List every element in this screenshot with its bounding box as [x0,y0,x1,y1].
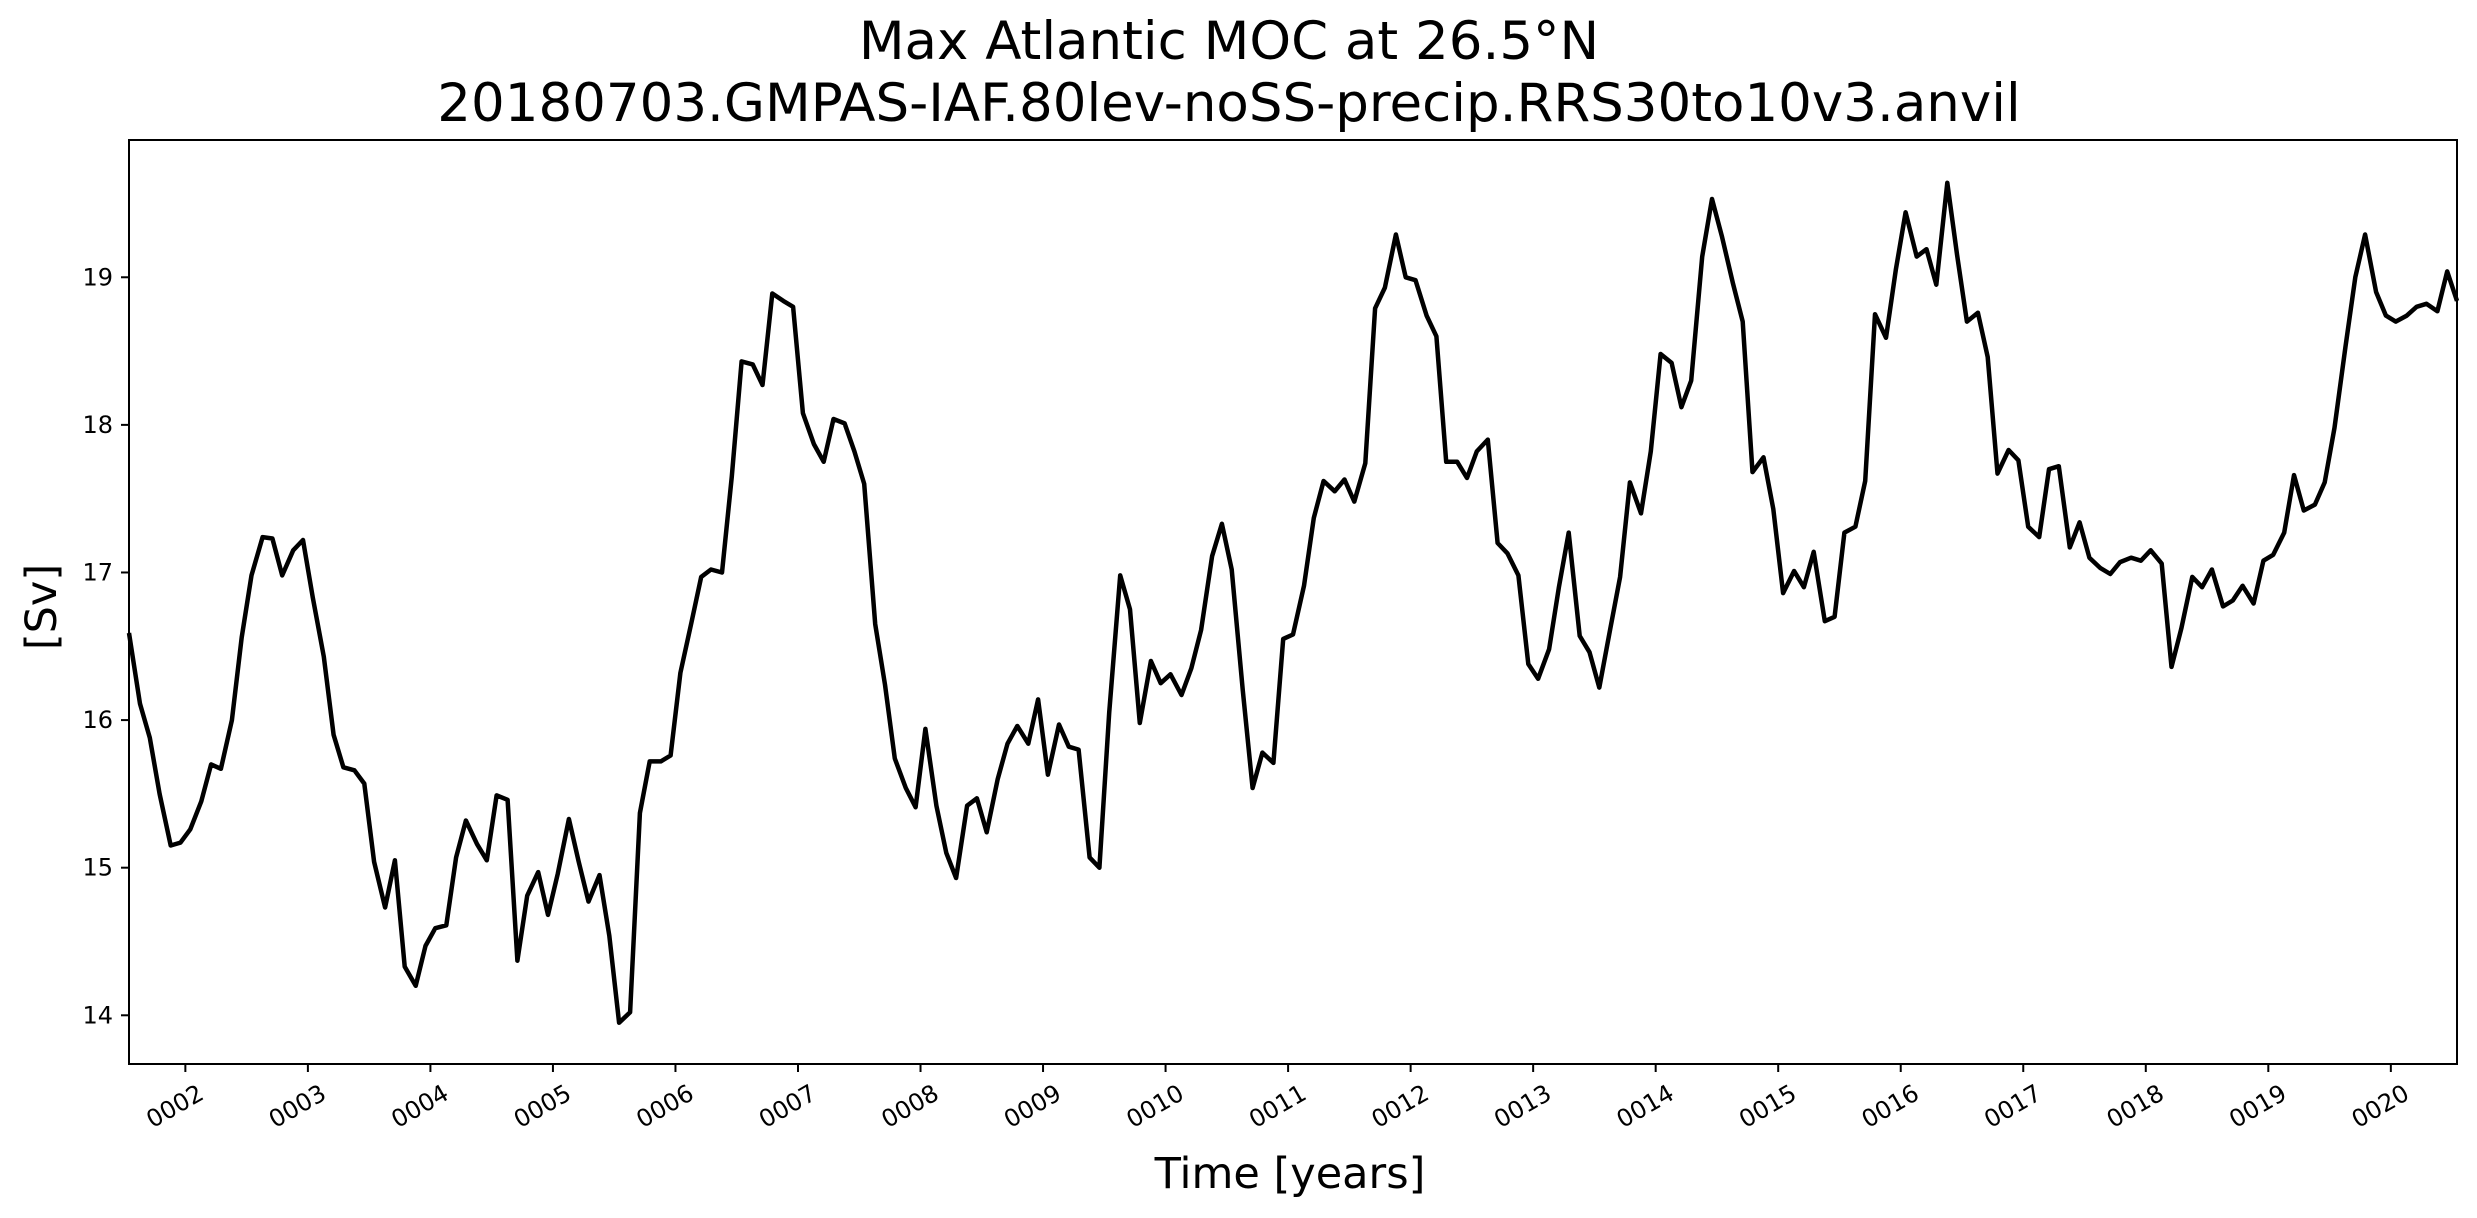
x-tick-label: 0015 [1734,1079,1801,1134]
x-axis-label: Time [years] [1154,1149,1426,1199]
x-tick-label: 0005 [509,1079,576,1134]
x-tick-label: 0008 [877,1079,944,1134]
x-tick-label: 0004 [387,1079,454,1134]
y-tick-label: 15 [82,854,113,882]
plot-area: 14 15 16 17 18 19 0002 0003 0004 0005 0006 0007 0008… [82,139,2460,1134]
x-tick-label: 0016 [1857,1079,1924,1134]
x-tick-label: 0002 [141,1079,208,1134]
x-tick-label: 0019 [2224,1079,2291,1134]
chart-title: Max Atlantic MOC at 26.5°N [859,11,1599,72]
x-tick-label: 0017 [1979,1079,2046,1134]
x-tick-label: 0018 [2102,1079,2169,1134]
x-tick-label: 0014 [1612,1079,1679,1134]
x-tick-label: 0007 [754,1079,821,1134]
y-tick-label: 17 [82,558,113,586]
chart-subtitle: 20180703.GMPAS-IAF.80lev-noSS-precip.RRS… [437,73,2020,134]
x-tick-label: 0010 [1122,1079,1189,1134]
x-tick-label: 0013 [1489,1079,1556,1134]
x-tick-label: 0011 [1244,1079,1311,1134]
y-axis-label: [Sv] [17,564,67,650]
series-line [126,180,2460,1025]
y-tick-label: 18 [82,411,113,439]
x-tick-label: 0020 [2347,1079,2414,1134]
x-tick-label: 0009 [999,1079,1066,1134]
x-tick-label: 0012 [1367,1079,1434,1134]
plot-frame [128,139,2458,1065]
y-tick-label: 19 [82,263,113,291]
y-tick-label: 14 [82,1001,113,1029]
y-tick-label: 16 [82,706,113,734]
x-tick-label: 0003 [264,1079,331,1134]
x-tick-label: 0006 [632,1079,699,1134]
